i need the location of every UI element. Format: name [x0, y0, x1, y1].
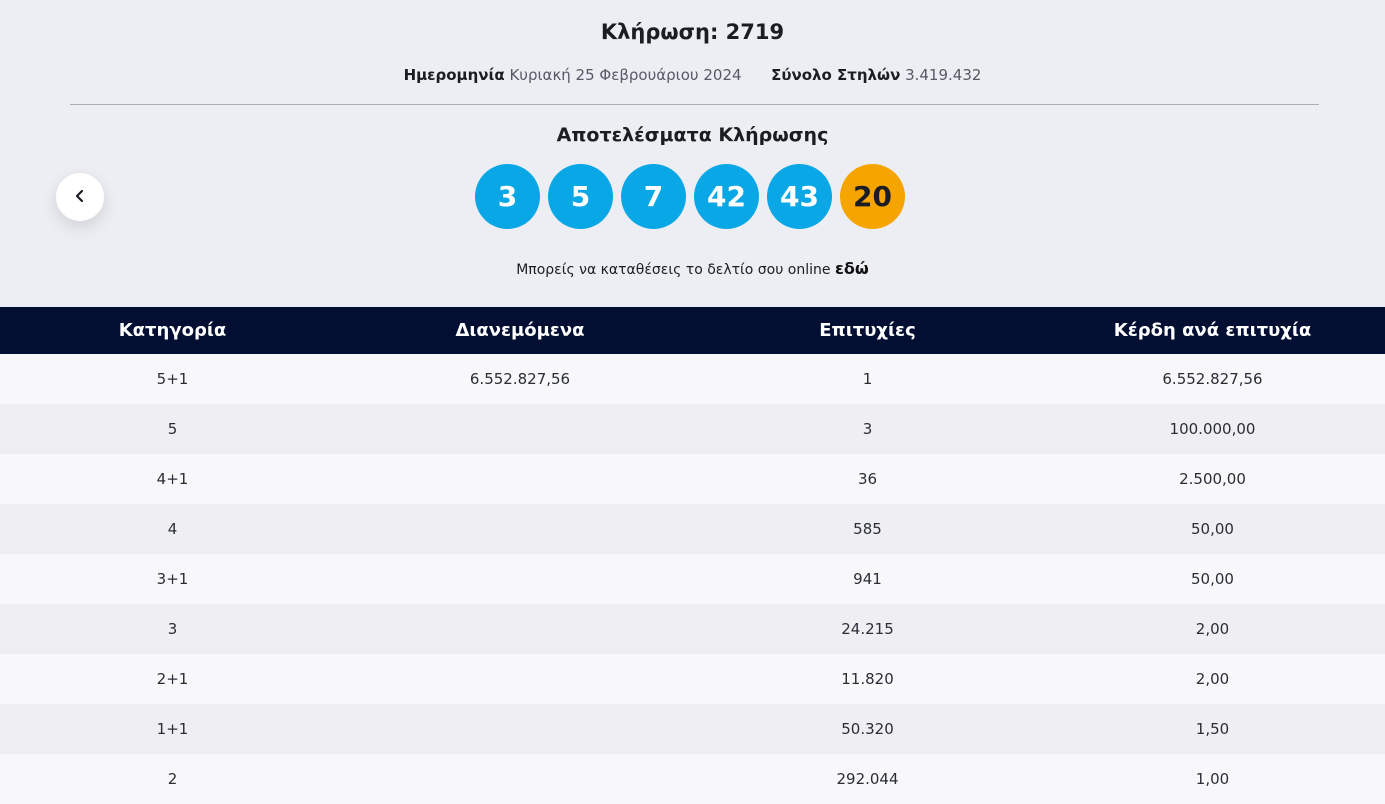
winners-cell: 3 — [695, 404, 1040, 454]
winning-numbers: 3 5 7 42 43 20 — [475, 164, 905, 230]
winners-cell: 585 — [695, 504, 1040, 554]
column-header-prize-per-winner: Κέρδη ανά επιτυχία — [1040, 307, 1385, 354]
table-row: 5 3 100.000,00 — [0, 404, 1385, 454]
results-title: Αποτελέσματα Κλήρωσης — [556, 124, 829, 146]
table-row: 3 24.215 2,00 — [0, 604, 1385, 654]
prize-cell: 2,00 — [1040, 654, 1385, 704]
category-cell: 2 — [0, 754, 345, 804]
column-header-category: Κατηγορία — [0, 307, 345, 354]
prize-cell: 6.552.827,56 — [1040, 354, 1385, 404]
distributed-cell — [345, 654, 695, 704]
table-row: 3+1 941 50,00 — [0, 554, 1385, 604]
column-header-winners: Επιτυχίες — [695, 307, 1040, 354]
columns-value: 3.419.432 — [905, 66, 982, 84]
distributed-cell — [345, 704, 695, 754]
prize-cell: 50,00 — [1040, 504, 1385, 554]
category-cell: 2+1 — [0, 654, 345, 704]
winners-cell: 1 — [695, 354, 1040, 404]
number-ball: 7 — [621, 164, 686, 229]
chevron-left-icon — [74, 188, 86, 207]
prize-cell: 50,00 — [1040, 554, 1385, 604]
winners-cell: 36 — [695, 454, 1040, 504]
number-ball: 3 — [475, 164, 540, 229]
distributed-cell: 6.552.827,56 — [345, 354, 695, 404]
prize-cell: 2.500,00 — [1040, 454, 1385, 504]
distributed-cell — [345, 404, 695, 454]
category-cell: 5 — [0, 404, 345, 454]
winners-cell: 50.320 — [695, 704, 1040, 754]
online-link[interactable]: εδώ — [834, 259, 869, 278]
table-header-row: Κατηγορία Διανεμόμενα Επιτυχίες Κέρδη αν… — [0, 307, 1385, 354]
category-cell: 1+1 — [0, 704, 345, 754]
category-cell: 3+1 — [0, 554, 345, 604]
table-row: 4+1 36 2.500,00 — [0, 454, 1385, 504]
category-cell: 5+1 — [0, 354, 345, 404]
prize-cell: 1,50 — [1040, 704, 1385, 754]
online-text: Μπορείς να καταθέσεις το δελτίο σου onli… — [516, 262, 831, 278]
distributed-cell — [345, 454, 695, 504]
date-label: Ημερομηνία — [403, 66, 505, 84]
distributed-cell — [345, 554, 695, 604]
number-ball: 42 — [694, 164, 759, 229]
distributed-cell — [345, 504, 695, 554]
date-value: Κυριακή 25 Φεβρουάριου 2024 — [509, 66, 742, 84]
online-ticket-note: Μπορείς να καταθέσεις το δελτίο σου onli… — [0, 259, 1385, 278]
winners-cell: 941 — [695, 554, 1040, 604]
column-header-distributed: Διανεμόμενα — [345, 307, 695, 354]
category-cell: 4 — [0, 504, 345, 554]
distributed-cell — [345, 604, 695, 654]
draw-meta: Ημερομηνία Κυριακή 25 Φεβρουάριου 2024 Σ… — [0, 66, 1385, 84]
draw-title: Κλήρωση: 2719 — [600, 20, 785, 44]
table-row: 2 292.044 1,00 — [0, 754, 1385, 804]
category-cell: 4+1 — [0, 454, 345, 504]
prize-cell: 1,00 — [1040, 754, 1385, 804]
prize-table: Κατηγορία Διανεμόμενα Επιτυχίες Κέρδη αν… — [0, 307, 1385, 804]
category-cell: 3 — [0, 604, 345, 654]
number-ball: 5 — [548, 164, 613, 229]
table-row: 5+1 6.552.827,56 1 6.552.827,56 — [0, 354, 1385, 404]
table-row: 4 585 50,00 — [0, 504, 1385, 554]
previous-draw-button[interactable] — [56, 173, 104, 221]
columns-label: Σύνολο Στηλών — [771, 66, 901, 84]
winners-cell: 24.215 — [695, 604, 1040, 654]
table-row: 1+1 50.320 1,50 — [0, 704, 1385, 754]
winners-cell: 11.820 — [695, 654, 1040, 704]
prize-cell: 2,00 — [1040, 604, 1385, 654]
number-ball: 43 — [767, 164, 832, 229]
prize-cell: 100.000,00 — [1040, 404, 1385, 454]
table-row: 2+1 11.820 2,00 — [0, 654, 1385, 704]
distributed-cell — [345, 754, 695, 804]
joker-ball: 20 — [840, 164, 905, 229]
winners-cell: 292.044 — [695, 754, 1040, 804]
draw-header: Κλήρωση: 2719 Ημερομηνία Κυριακή 25 Φεβρ… — [0, 0, 1385, 307]
divider — [70, 104, 1319, 105]
